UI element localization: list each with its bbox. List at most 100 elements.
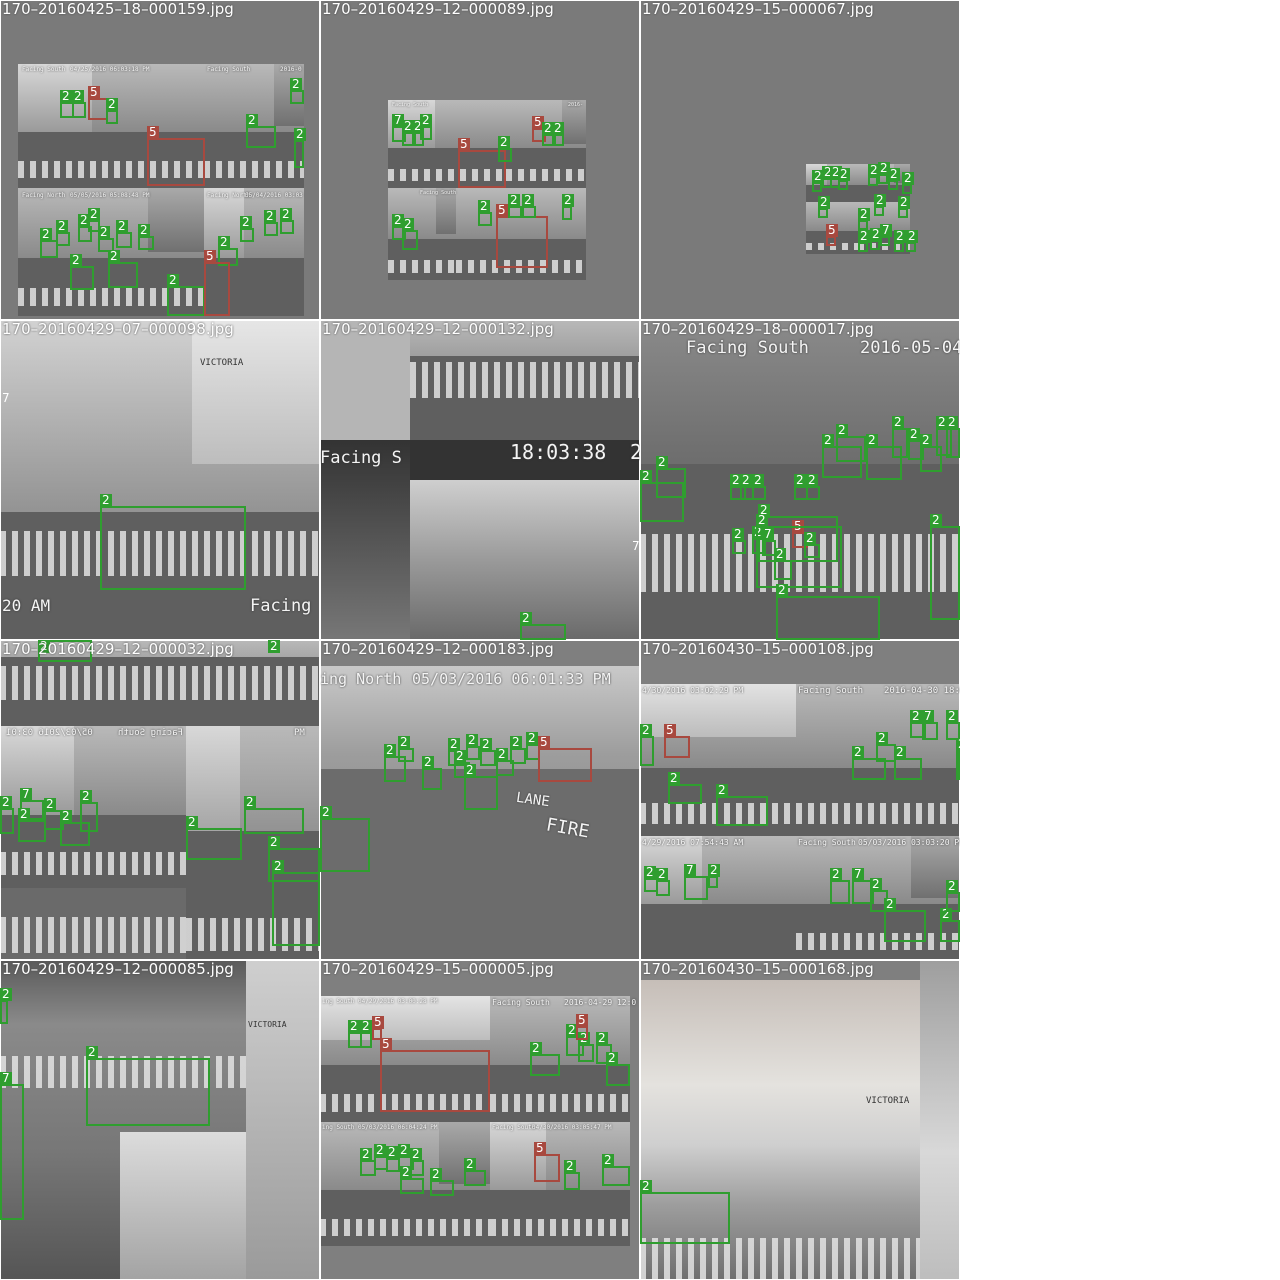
- image-tile[interactable]: Facing South 2016- Facing South 7 2 2 2 …: [320, 0, 640, 320]
- detection-box: 2: [240, 216, 254, 242]
- detection-label: 2: [348, 1019, 360, 1033]
- detection-label: 2: [894, 229, 906, 243]
- image-tile[interactable]: 4/30/2016 03:02:29 PM Facing South 2016-…: [640, 640, 960, 960]
- detection-box: 2: [940, 908, 960, 942]
- detection-label: 2: [818, 195, 830, 209]
- detection-box: 2: [167, 274, 205, 316]
- detection-label: 2: [508, 193, 520, 207]
- sub-image: [640, 980, 920, 1280]
- detection-box: 2: [908, 428, 924, 460]
- detection-label: 2: [898, 195, 910, 209]
- detection-box: 2: [774, 548, 792, 580]
- detection-label: 2: [530, 1041, 542, 1055]
- detection-box: 2: [566, 1024, 584, 1056]
- detection-label: 2: [384, 743, 396, 757]
- image-filename: 170–20160425–18–000159.jpg: [2, 0, 234, 18]
- detection-label: 7: [632, 539, 640, 553]
- detection-box: 2: [640, 470, 684, 522]
- image-tile[interactable]: VICTORIA 2 170–20160430–15–000168.jpg: [640, 960, 960, 1280]
- detection-label: 2: [640, 1179, 652, 1193]
- detection-box: 5: [147, 126, 205, 186]
- detection-label: 2: [280, 207, 292, 221]
- detection-box: 2: [38, 640, 92, 662]
- detection-label: 2: [776, 583, 788, 597]
- detection-box: 2: [730, 474, 746, 500]
- detection-label: 7: [880, 223, 892, 237]
- detection-label: 2: [480, 737, 492, 751]
- detection-box: 2: [56, 220, 70, 246]
- detection-label: 2: [602, 1153, 614, 1167]
- detection-label: 2: [510, 735, 522, 749]
- detection-box: 2: [806, 474, 820, 500]
- detection-box: 2: [602, 1154, 630, 1186]
- detection-label: 2: [60, 809, 72, 823]
- detection-box: 2: [78, 214, 92, 242]
- detection-box: 2: [894, 230, 906, 252]
- image-tile[interactable]: ing South 04/29/2016 03:00:28 PM Facing …: [320, 960, 640, 1280]
- image-tile[interactable]: ing North 05/03/2016 06:01:33 PM LANE FI…: [320, 640, 640, 960]
- detection-box: 5: [664, 724, 690, 758]
- detection-label: 2: [870, 227, 882, 241]
- image-tile[interactable]: 05/03/2016 03:01 Facing South PM 2 2 7 2…: [0, 640, 320, 960]
- detection-label: 5: [372, 1015, 384, 1029]
- image-tile[interactable]: Facing S 18:03:38 2 7 2 170–20160429–12–…: [320, 320, 640, 640]
- detection-box: 2: [640, 1180, 730, 1244]
- detection-box: 2: [0, 988, 12, 1024]
- sub-image: [640, 684, 796, 836]
- image-filename: 170–20160430–15–000108.jpg: [642, 640, 874, 658]
- detection-label: 5: [204, 249, 216, 263]
- overlay-text: Facing South: [686, 338, 809, 358]
- detection-label: 2: [858, 207, 870, 221]
- detection-label: 2: [268, 835, 280, 849]
- detection-box: 2: [392, 214, 406, 240]
- detection-label: 7: [684, 863, 696, 877]
- detection-label: 2: [240, 215, 252, 229]
- image-tile[interactable]: VICTORIA 2 2 7 170–20160429–12–000085.jp…: [0, 960, 320, 1280]
- detection-box: 2: [420, 114, 432, 140]
- detection-label: 2: [730, 473, 742, 487]
- detection-box: 7: [880, 224, 892, 246]
- detection-box: 2: [80, 790, 98, 832]
- detection-box: 5: [88, 86, 108, 120]
- detection-box: 2: [410, 1148, 424, 1176]
- image-tile[interactable]: Facing South 2016-05-04 2 2 2 2 2 2 2 2 …: [640, 320, 960, 640]
- image-tile[interactable]: Facing South 04/25/2016 06:03:18 PM Faci…: [0, 0, 320, 320]
- overlay-text: Facing North: [207, 192, 251, 199]
- detection-label: 2: [0, 795, 12, 809]
- detection-label: 2: [294, 127, 306, 141]
- detection-label: 2: [552, 121, 564, 135]
- overlay-text: 05/05/2016 05:08:48 PM: [70, 192, 150, 199]
- detection-label: 2: [866, 433, 878, 447]
- detection-label: 2: [290, 77, 302, 91]
- overlay-text: 05/03/2016 06:04:24 PM: [358, 1124, 438, 1131]
- overlay-text: 05/04/2016 03:03: [245, 192, 303, 199]
- detection-label: 2: [72, 89, 84, 103]
- detection-label: 5: [826, 223, 838, 237]
- detection-label: 2: [464, 1157, 476, 1171]
- store-sign: VICTORIA: [200, 358, 244, 368]
- detection-label: 2: [920, 433, 932, 447]
- sub-image: [0, 726, 186, 888]
- image-tile[interactable]: VICTORIA 20 AM Facing 7 2 170–20160429–0…: [0, 320, 320, 640]
- detection-label: 5: [380, 1037, 392, 1051]
- detection-label: 2: [804, 531, 816, 545]
- detection-box: 2: [936, 416, 952, 456]
- detection-box: 2: [876, 732, 896, 762]
- detection-box: 2: [946, 710, 960, 740]
- detection-label: 2: [902, 171, 914, 185]
- detection-label: 2: [496, 747, 508, 761]
- detection-box: 2: [552, 122, 564, 146]
- detection-label: 2: [716, 783, 728, 797]
- image-tile[interactable]: 2 2 2 2 2 2 2 2 2 2 2 2 5 2 2 7 2 2 170–…: [640, 0, 960, 320]
- detection-box: 2: [812, 170, 824, 192]
- overlay-text: Facing S: [320, 448, 402, 468]
- detection-label: 2: [740, 473, 752, 487]
- detection-label: 2: [774, 547, 786, 561]
- detection-label: 2: [806, 473, 818, 487]
- sub-image: [246, 960, 320, 1280]
- sub-image: [320, 996, 490, 1122]
- detection-label: 2: [870, 877, 882, 891]
- detection-label: 2: [874, 193, 886, 207]
- detection-label: 2: [868, 163, 880, 177]
- detection-box: 2: [640, 724, 654, 766]
